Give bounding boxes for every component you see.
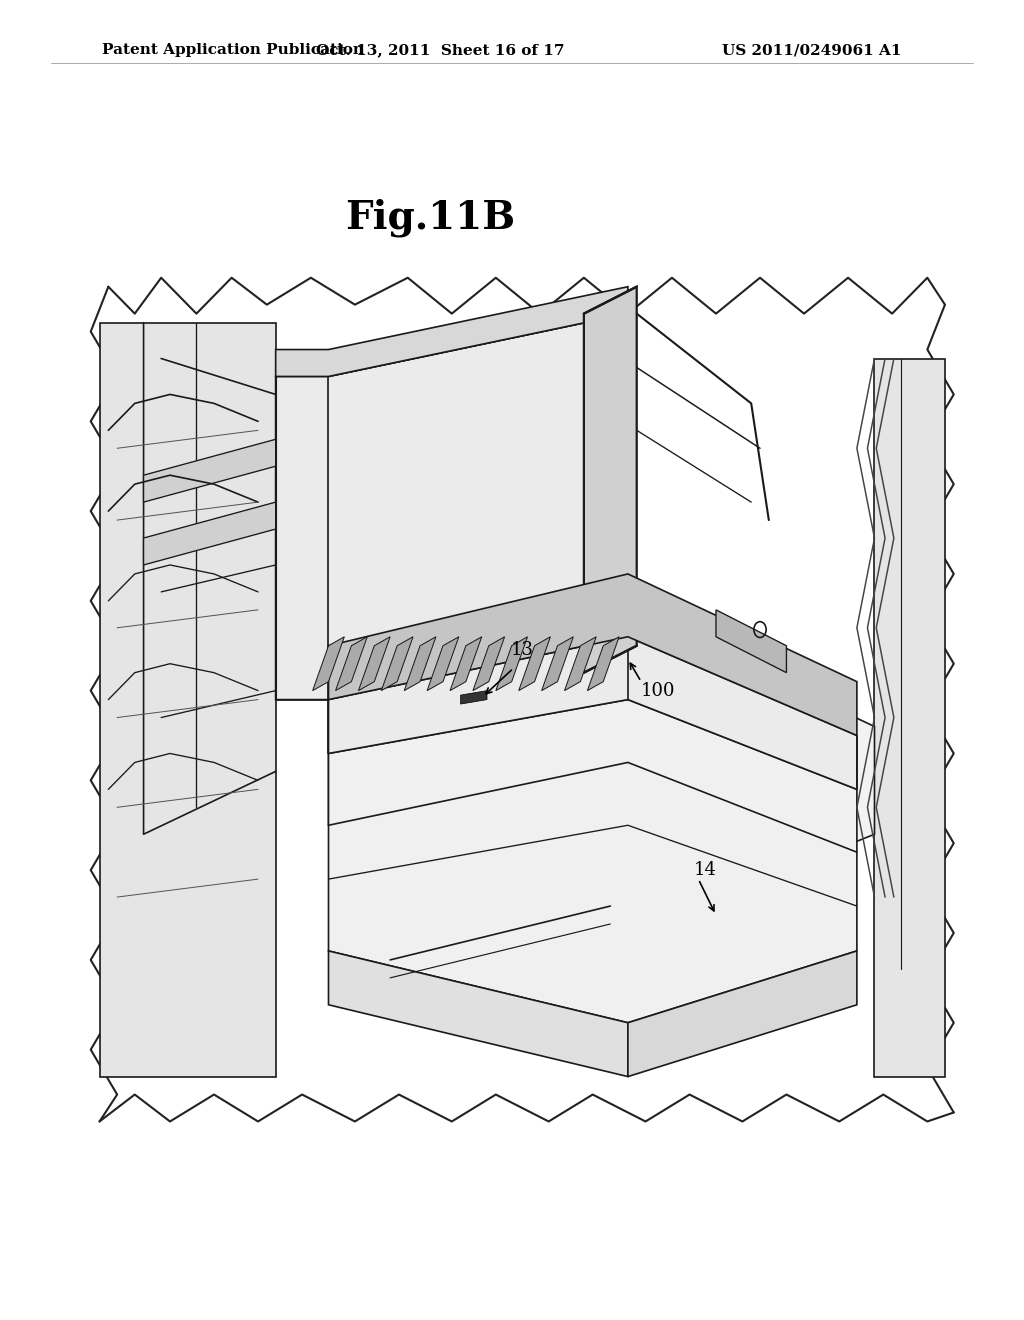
Polygon shape (473, 636, 505, 690)
Text: Oct. 13, 2011  Sheet 16 of 17: Oct. 13, 2011 Sheet 16 of 17 (316, 44, 564, 57)
Text: Fig.11B: Fig.11B (345, 198, 515, 238)
Polygon shape (564, 636, 596, 690)
Polygon shape (628, 950, 857, 1077)
Polygon shape (143, 440, 275, 502)
Polygon shape (496, 636, 527, 690)
Polygon shape (275, 314, 628, 700)
Polygon shape (716, 610, 786, 673)
Polygon shape (381, 636, 413, 690)
Text: 13: 13 (511, 642, 534, 659)
Polygon shape (275, 286, 628, 376)
Polygon shape (329, 636, 857, 789)
Polygon shape (542, 636, 573, 690)
Polygon shape (584, 286, 637, 673)
Text: Patent Application Publication: Patent Application Publication (102, 44, 365, 57)
Polygon shape (450, 636, 481, 690)
Polygon shape (519, 636, 551, 690)
Polygon shape (461, 690, 487, 704)
Polygon shape (358, 636, 390, 690)
Polygon shape (329, 574, 857, 735)
Polygon shape (404, 636, 436, 690)
Polygon shape (329, 610, 874, 933)
Polygon shape (336, 636, 368, 690)
Polygon shape (874, 359, 945, 1077)
Text: 100: 100 (641, 681, 676, 700)
Polygon shape (588, 636, 620, 690)
Polygon shape (329, 950, 628, 1077)
Polygon shape (143, 502, 275, 565)
Polygon shape (427, 636, 459, 690)
Text: US 2011/0249061 A1: US 2011/0249061 A1 (722, 44, 901, 57)
Polygon shape (99, 277, 945, 1122)
Polygon shape (312, 636, 344, 690)
Polygon shape (329, 700, 857, 1023)
Polygon shape (99, 322, 329, 1077)
Text: 14: 14 (694, 861, 717, 879)
